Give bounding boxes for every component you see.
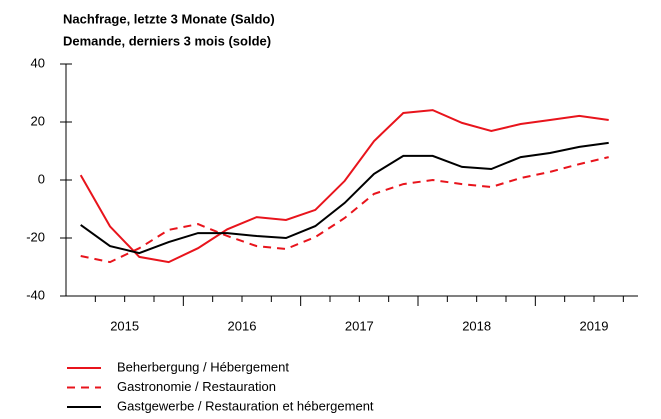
legend-label: Gastgewerbe / Restauration et hébergemen… bbox=[117, 398, 374, 413]
x-tick-label: 2019 bbox=[580, 318, 609, 333]
x-tick-label: 2018 bbox=[462, 318, 491, 333]
legend-label: Gastronomie / Restauration bbox=[117, 379, 276, 394]
y-tick-label: 20 bbox=[31, 113, 45, 128]
chart-title: Nachfrage, letzte 3 Monate (Saldo) bbox=[63, 11, 275, 26]
x-tick-label: 2017 bbox=[345, 318, 374, 333]
y-tick-label: -40 bbox=[26, 287, 45, 302]
series-line bbox=[80, 156, 609, 264]
y-tick-label: -20 bbox=[26, 229, 45, 244]
series-line bbox=[80, 141, 609, 255]
x-tick-label: 2016 bbox=[228, 318, 257, 333]
y-tick-label: 0 bbox=[38, 171, 45, 186]
y-tick-label: 40 bbox=[31, 55, 45, 70]
legend-label: Beherbergung / Hébergement bbox=[117, 359, 289, 374]
x-tick-label: 2015 bbox=[110, 318, 139, 333]
series-line bbox=[79, 109, 609, 264]
chart-subtitle: Demande, derniers 3 mois (solde) bbox=[63, 33, 271, 48]
